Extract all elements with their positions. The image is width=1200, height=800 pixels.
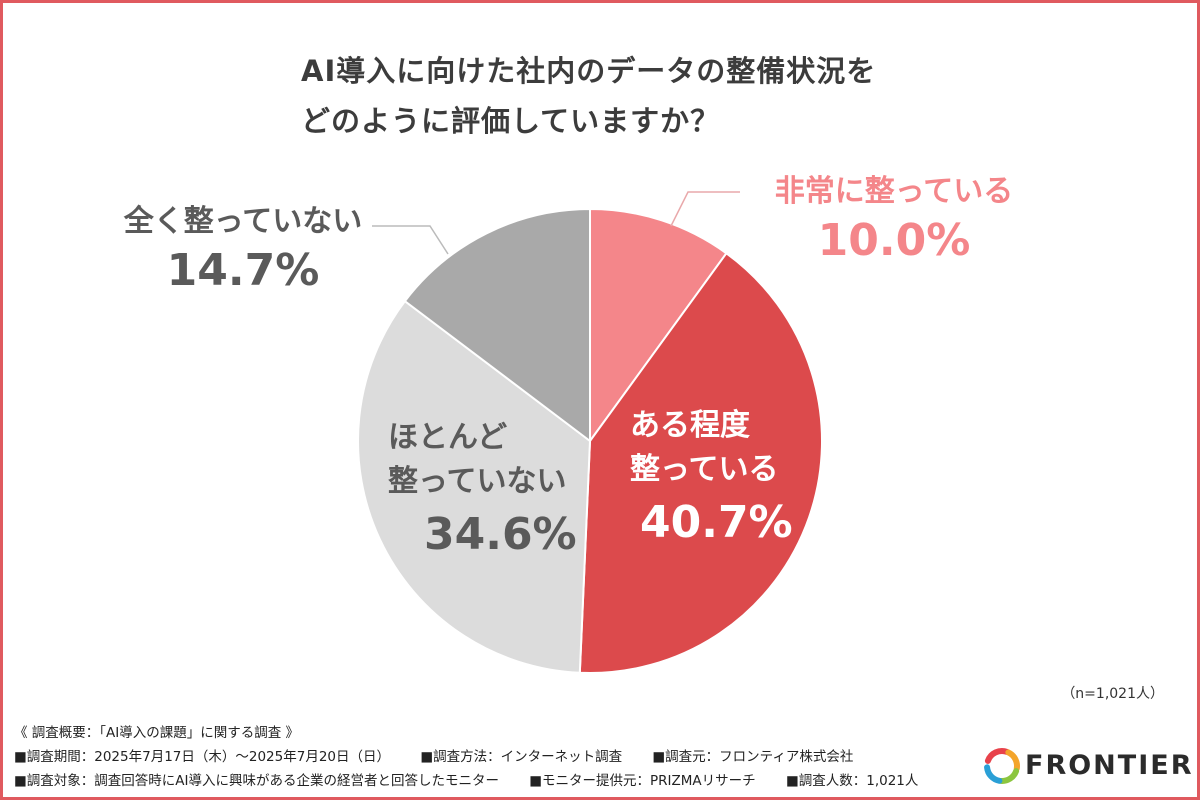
slice-value: 34.6% xyxy=(424,509,577,560)
slice-label-line-1: ある程度 xyxy=(630,408,750,443)
frontier-logo-mark-icon xyxy=(984,748,1020,784)
leader-line-not-at-all xyxy=(372,225,449,255)
survey-method: ■調査方法：インターネット調査 xyxy=(420,749,623,765)
slice-value: 14.7% xyxy=(166,245,320,296)
chart-title: AI導入に向けた社内のデータの整備状況を どのように評価していますか？ xyxy=(301,46,876,146)
survey-row-1: ■調査期間：2025年7月17日（木）～2025年7月20日（日） ■調査方法：… xyxy=(14,745,944,769)
sample-size-note: （n=1,021人） xyxy=(1061,686,1164,702)
title-line-2: どのように評価していますか？ xyxy=(301,104,721,138)
pie-slice-1 xyxy=(589,207,728,445)
frontier-logo: FRONTIER xyxy=(982,744,1191,788)
survey-respondents: ■調査人数：1,021人 xyxy=(785,773,919,789)
leader-line-very-prepared xyxy=(670,191,740,227)
logo-ring-segment xyxy=(1005,749,1020,772)
slice-label-line-2: 整っている xyxy=(630,452,779,487)
slice-label-line-1: ほとんど xyxy=(388,420,508,455)
label-somewhat-prepared: ある程度 整っている 40.7% xyxy=(630,404,793,554)
pie-slice-4 xyxy=(403,207,591,444)
pie-slice-2 xyxy=(578,251,823,674)
slice-label: 全く整っていない xyxy=(123,204,363,239)
survey-row-2: ■調査対象：調査回答時にAI導入に興味がある企業の経営者と回答したモニター ■モ… xyxy=(14,769,944,793)
survey-provider: ■モニター提供元：PRIZMAリサーチ xyxy=(529,773,756,789)
label-not-at-all: 全く整っていない 14.7% xyxy=(112,202,374,300)
logo-ring-segment xyxy=(984,764,1003,784)
slice-label-line-2: 整っていない xyxy=(388,464,567,499)
survey-target: ■調査対象：調査回答時にAI導入に興味がある企業の経営者と回答したモニター xyxy=(14,773,499,789)
frontier-logo-text: FRONTIER xyxy=(1025,750,1194,781)
pie-slice-3 xyxy=(356,299,592,674)
survey-source: ■調査元：フロンティア株式会社 xyxy=(652,749,854,765)
slice-label: 非常に整っている xyxy=(774,174,1014,209)
slice-value: 40.7% xyxy=(640,497,793,548)
title-line-1: AI導入に向けた社内のデータの整備状況を xyxy=(301,54,877,88)
survey-summary: 《 調査概要：「AI導入の課題」に関する調査 》 ■調査期間：2025年7月17… xyxy=(14,721,944,793)
label-very-prepared: 非常に整っている 10.0% xyxy=(748,172,1040,270)
survey-heading: 《 調査概要：「AI導入の課題」に関する調査 》 xyxy=(14,725,300,741)
logo-ring-segment xyxy=(984,748,1011,764)
logo-ring-segment xyxy=(997,768,1020,784)
label-mostly-not: ほとんど 整っていない 34.6% xyxy=(388,416,577,566)
slice-value: 10.0% xyxy=(817,215,971,266)
survey-period: ■調査期間：2025年7月17日（木）～2025年7月20日（日） xyxy=(14,749,391,765)
